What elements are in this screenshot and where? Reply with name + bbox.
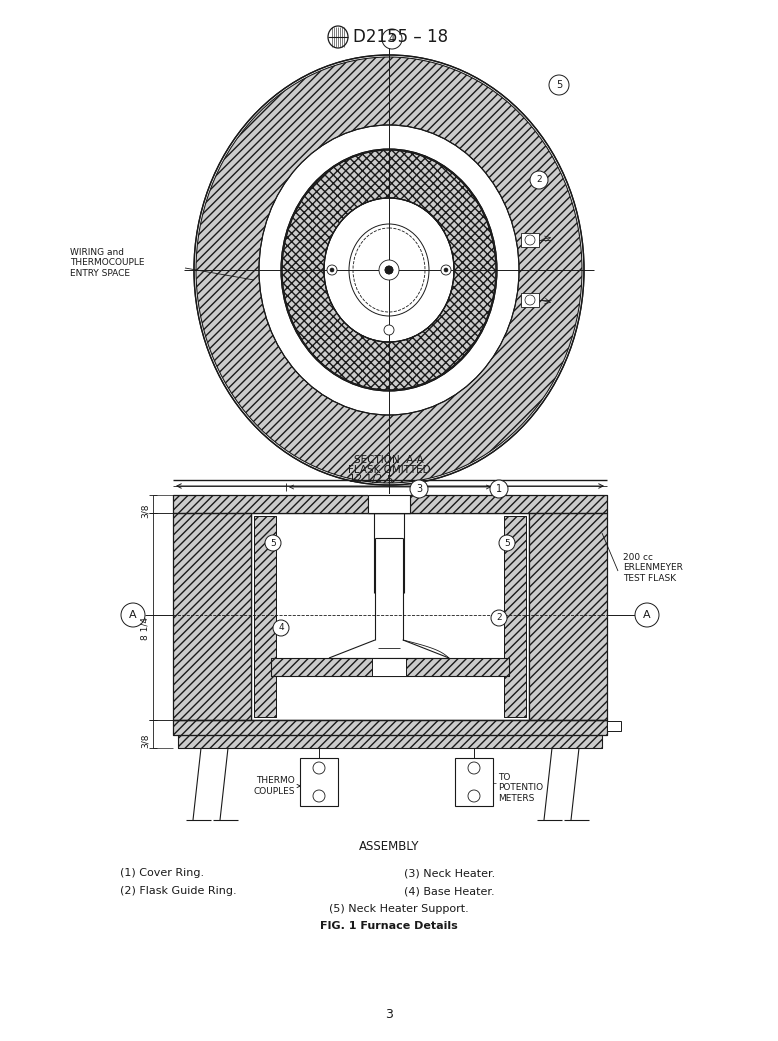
Circle shape (385, 266, 393, 274)
Text: 5: 5 (386, 475, 392, 485)
Text: 2: 2 (496, 613, 502, 623)
Text: A: A (129, 610, 137, 620)
Text: 5: 5 (270, 538, 276, 548)
Ellipse shape (260, 126, 518, 414)
Text: FIG. 1 Furnace Details: FIG. 1 Furnace Details (320, 921, 458, 931)
Circle shape (327, 265, 337, 275)
Circle shape (313, 762, 325, 775)
Text: A: A (643, 610, 651, 620)
Text: 2: 2 (536, 176, 541, 184)
Bar (173, 513, 251, 720)
Bar (504, 516, 526, 717)
Ellipse shape (324, 198, 454, 342)
Circle shape (384, 325, 394, 335)
Ellipse shape (328, 26, 348, 48)
Ellipse shape (196, 57, 582, 483)
Bar (173, 720, 607, 735)
Text: TO
POTENTIO
METERS: TO POTENTIO METERS (498, 773, 543, 803)
Bar (529, 513, 607, 720)
Circle shape (379, 260, 399, 280)
Text: WIRING and
THERMOCOUPLE
ENTRY SPACE: WIRING and THERMOCOUPLE ENTRY SPACE (70, 248, 145, 278)
Text: 5: 5 (504, 538, 510, 548)
Circle shape (468, 762, 480, 775)
Bar (607, 721, 621, 731)
Circle shape (525, 295, 535, 305)
Circle shape (468, 790, 480, 802)
Text: FLASK OMITTED: FLASK OMITTED (348, 465, 430, 475)
Bar (368, 494, 410, 514)
Circle shape (499, 535, 515, 551)
Text: 4: 4 (279, 624, 284, 633)
Circle shape (265, 535, 281, 551)
Bar (504, 516, 526, 717)
Text: 3/8: 3/8 (141, 734, 149, 748)
Circle shape (490, 480, 508, 498)
Bar (368, 496, 410, 513)
Bar (271, 658, 509, 676)
Circle shape (491, 610, 507, 626)
Text: 1: 1 (496, 484, 502, 494)
Circle shape (385, 266, 393, 274)
Circle shape (382, 29, 402, 49)
Circle shape (549, 75, 569, 95)
Bar (173, 513, 251, 720)
Bar (300, 758, 338, 806)
Text: THERMO
COUPLES: THERMO COUPLES (254, 777, 295, 795)
Bar (455, 758, 493, 806)
Circle shape (444, 268, 448, 272)
Text: D2155 – 18: D2155 – 18 (353, 28, 448, 46)
Circle shape (530, 171, 548, 189)
Circle shape (635, 603, 659, 627)
Ellipse shape (281, 149, 497, 391)
Bar (178, 735, 602, 748)
Text: 4: 4 (389, 34, 395, 44)
Text: 12 1/2: 12 1/2 (349, 474, 382, 484)
Text: 3: 3 (385, 1009, 393, 1021)
Circle shape (441, 265, 451, 275)
Circle shape (273, 620, 289, 636)
Bar (173, 496, 607, 513)
Bar (529, 513, 607, 720)
Text: (1) Cover Ring.: (1) Cover Ring. (120, 868, 204, 878)
Bar (178, 735, 602, 748)
Bar (368, 496, 410, 513)
Text: (2) Flask Guide Ring.: (2) Flask Guide Ring. (120, 886, 237, 896)
Text: SECTION  A-A: SECTION A-A (354, 455, 424, 465)
Bar (521, 293, 539, 307)
Bar (368, 496, 410, 513)
Circle shape (525, 235, 535, 245)
Ellipse shape (282, 150, 496, 390)
Text: 5: 5 (555, 80, 562, 90)
Bar (254, 516, 276, 717)
Text: 3/8: 3/8 (141, 504, 149, 518)
Text: ASSEMBLY: ASSEMBLY (359, 840, 419, 853)
Circle shape (330, 268, 334, 272)
Bar (271, 658, 509, 676)
Ellipse shape (194, 55, 584, 485)
Ellipse shape (325, 199, 453, 341)
Ellipse shape (259, 125, 519, 415)
Bar (251, 513, 529, 720)
Text: 3: 3 (416, 484, 422, 494)
Text: 8 1/4: 8 1/4 (141, 616, 149, 639)
Text: 200 cc
ERLENMEYER
TEST FLASK: 200 cc ERLENMEYER TEST FLASK (623, 553, 683, 583)
Circle shape (410, 480, 428, 498)
Circle shape (121, 603, 145, 627)
Text: (5) Neck Heater Support.: (5) Neck Heater Support. (329, 904, 469, 914)
Bar (521, 233, 539, 247)
Text: (4) Base Heater.: (4) Base Heater. (404, 886, 495, 896)
Circle shape (313, 790, 325, 802)
Text: (3) Neck Heater.: (3) Neck Heater. (404, 868, 496, 878)
Bar (173, 720, 607, 735)
Bar (254, 516, 276, 717)
Bar (372, 658, 406, 676)
Bar (173, 496, 607, 513)
